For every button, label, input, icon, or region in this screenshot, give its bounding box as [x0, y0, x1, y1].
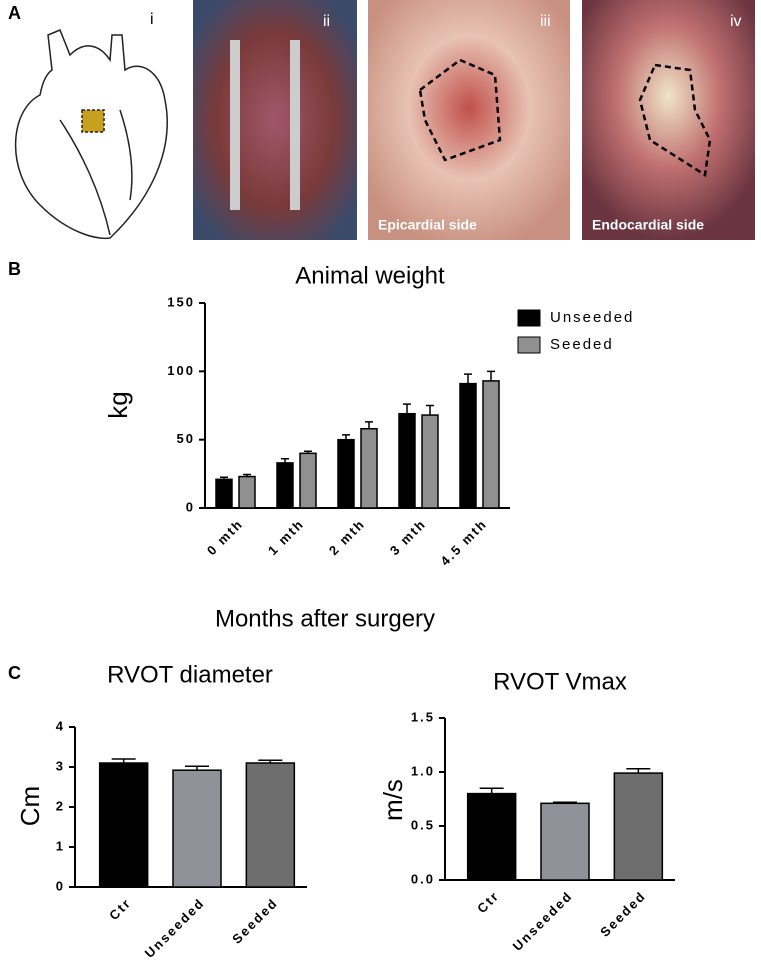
photo-epicardial: [368, 0, 570, 240]
panel-letter: A: [8, 3, 21, 23]
y-axis-label: kg: [103, 391, 133, 418]
x-tick-label: Seeded: [229, 895, 281, 947]
x-tick-label: 0 mth: [204, 516, 246, 558]
legend-label: Seeded: [550, 336, 614, 353]
x-tick-label: 1 mth: [265, 516, 307, 558]
error-bar: [487, 370, 495, 381]
legend-swatch: [517, 336, 541, 354]
bar: [172, 769, 222, 888]
panel-letter: C: [8, 663, 21, 683]
bar: [360, 427, 378, 509]
chart-title: RVOT Vmax: [493, 668, 627, 695]
bar: [540, 802, 590, 881]
x-tick-label: 4.5 mth: [437, 516, 490, 569]
image-label: ii: [323, 13, 330, 30]
y-tick-label: 3: [56, 758, 65, 773]
y-tick-label: 1: [56, 838, 65, 853]
legend-swatch: [517, 309, 541, 327]
chart-title: Animal weight: [295, 262, 445, 289]
bar: [276, 462, 294, 509]
x-tick-label: Unseeded: [510, 888, 576, 954]
image-caption: Epicardial side: [378, 217, 477, 233]
image-label: iii: [540, 13, 551, 30]
image-caption: Endocardial side: [592, 217, 704, 233]
bar: [215, 478, 233, 509]
chart-title: RVOT diameter: [107, 661, 273, 688]
bar: [398, 412, 416, 509]
bar: [98, 762, 149, 888]
panel-letter: B: [8, 259, 21, 279]
bar: [421, 414, 439, 509]
heart-drawing: [14, 29, 168, 240]
x-tick-label: 2 mth: [326, 516, 368, 558]
y-axis-label: Cm: [15, 786, 45, 826]
x-tick-label: Unseeded: [142, 895, 208, 961]
x-tick-label: Ctr: [474, 888, 502, 916]
error-bar: [426, 404, 434, 416]
y-tick-label: 0: [186, 499, 195, 514]
y-tick-label: 1.0: [411, 763, 435, 778]
error-bar: [342, 434, 350, 440]
error-bar: [479, 787, 504, 794]
x-axis-label: Months after surgery: [215, 605, 435, 632]
outline: [418, 58, 502, 162]
y-tick-label: 4: [56, 718, 65, 733]
error-bar: [464, 373, 472, 384]
image-label: iv: [730, 13, 742, 30]
y-tick-label: 100: [167, 363, 195, 378]
bar: [482, 380, 500, 509]
x-tick-label: 3 mth: [387, 516, 429, 558]
y-tick-label: 50: [177, 431, 195, 446]
bar: [613, 772, 664, 881]
retractor: [230, 40, 240, 210]
x-tick-label: Ctr: [106, 895, 134, 923]
bar: [245, 762, 296, 888]
photo-endocardial: [582, 0, 755, 240]
legend-label: Unseeded: [550, 309, 634, 326]
y-tick-label: 2: [56, 798, 65, 813]
x-tick-label: Seeded: [597, 888, 649, 940]
error-bar: [403, 403, 411, 414]
y-tick-label: 0.0: [411, 871, 435, 886]
outline: [638, 63, 712, 178]
bar: [299, 452, 317, 509]
y-tick-label: 1.5: [411, 709, 435, 724]
retractor: [290, 40, 300, 210]
photo-surgery: [193, 0, 357, 240]
image-label: i: [150, 11, 154, 28]
error-bar: [365, 421, 373, 429]
bar: [466, 792, 517, 881]
bar: [238, 475, 256, 509]
bar: [459, 382, 477, 509]
y-tick-label: 0: [56, 878, 65, 893]
y-axis-label: m/s: [378, 779, 408, 821]
y-tick-label: 150: [167, 294, 195, 309]
y-tick-label: 0.5: [411, 817, 435, 832]
bar: [337, 438, 355, 509]
